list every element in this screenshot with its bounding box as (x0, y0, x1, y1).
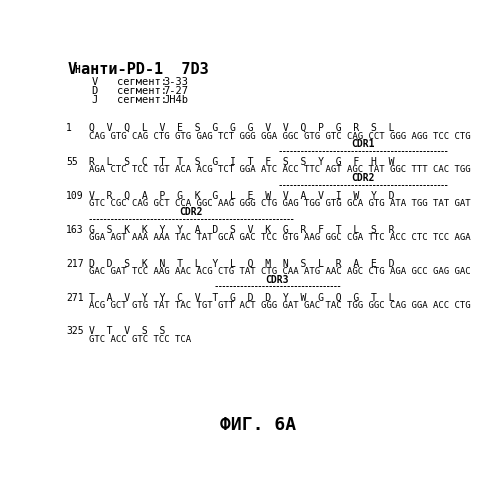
Text: CDR2: CDR2 (179, 207, 203, 217)
Text: 7-27: 7-27 (164, 86, 189, 96)
Text: 1: 1 (66, 123, 72, 133)
Text: G  S  K  K  Y  Y  A  D  S  V  K  G  R  F  T  L  S  R: G S K K Y Y A D S V K G R F T L S R (89, 225, 395, 235)
Text: 325: 325 (66, 326, 84, 336)
Text: ACG GCT GTG TAT TAC TGT GTT ACT GGG GAT GAC TAC TGG GGC CAG GGA ACC CTG: ACG GCT GTG TAT TAC TGT GTT ACT GGG GAT … (89, 301, 471, 310)
Text: GGA AGT AAA AAA TAC TAT GCA GAC TCC GTG AAG GGC CGA TTC ACC CTC TCC AGA: GGA AGT AAA AAA TAC TAT GCA GAC TCC GTG … (89, 233, 471, 242)
Text: 55: 55 (66, 157, 78, 167)
Text: V   сегмент:: V сегмент: (92, 77, 167, 87)
Text: 217: 217 (66, 258, 84, 268)
Text: H: H (75, 64, 81, 74)
Text: 109: 109 (66, 191, 84, 201)
Text: CDR1: CDR1 (351, 140, 375, 149)
Text: V  R  Q  A  P  G  K  G  L  E  W  V  A  V  I  W  Y  D: V R Q A P G K G L E W V A V I W Y D (89, 191, 395, 201)
Text: 271: 271 (66, 292, 84, 302)
Text: CDR3: CDR3 (266, 275, 289, 285)
Text: J   сегмент:: J сегмент: (92, 96, 167, 106)
Text: GTC ACC GTC TCC TCA: GTC ACC GTC TCC TCA (89, 335, 192, 344)
Text: анти-PD-1  7D3: анти-PD-1 7D3 (81, 62, 209, 78)
Text: T  A  V  Y  Y  C  V  T  G  D  D  Y  W  G  Q  G  T  L: T A V Y Y C V T G D D Y W G Q G T L (89, 292, 395, 302)
Text: JH4b: JH4b (164, 96, 189, 106)
Text: GTC CGC CAG GCT CCA GGC AAG GGG CTG GAG TGG GTG GCA GTG ATA TGG TAT GAT: GTC CGC CAG GCT CCA GGC AAG GGG CTG GAG … (89, 200, 471, 208)
Text: ФИГ. 6A: ФИГ. 6A (220, 416, 296, 434)
Text: CDR2: CDR2 (351, 173, 375, 183)
Text: D  D  S  K  N  T  L  Y  L  Q  M  N  S  L  R  A  E  D: D D S K N T L Y L Q M N S L R A E D (89, 258, 395, 268)
Text: 3-33: 3-33 (164, 77, 189, 87)
Text: Q  V  Q  L  V  E  S  G  G  G  V  V  Q  P  G  R  S  L: Q V Q L V E S G G G V V Q P G R S L (89, 123, 395, 133)
Text: CAG GTG CAG CTG GTG GAG TCT GGG GGA GGC GTG GTC CAG CCT GGG AGG TCC CTG: CAG GTG CAG CTG GTG GAG TCT GGG GGA GGC … (89, 132, 471, 140)
Text: D   сегмент:: D сегмент: (92, 86, 167, 96)
Text: V  T  V  S  S: V T V S S (89, 326, 166, 336)
Text: 163: 163 (66, 225, 84, 235)
Text: V: V (68, 62, 77, 78)
Text: R  L  S  C  T  T  S  G  I  T  F  S  S  Y  G  F  H  W: R L S C T T S G I T F S S Y G F H W (89, 157, 395, 167)
Text: AGA CTC TCC TGT ACA ACG TCT GGA ATC ACC TTC AGT AGC TAT GGC TTT CAC TGG: AGA CTC TCC TGT ACA ACG TCT GGA ATC ACC … (89, 166, 471, 174)
Text: GAC GAT TCC AAG AAC ACG CTG TAT CTG CAA ATG AAC AGC CTG AGA GCC GAG GAC: GAC GAT TCC AAG AAC ACG CTG TAT CTG CAA … (89, 267, 471, 276)
